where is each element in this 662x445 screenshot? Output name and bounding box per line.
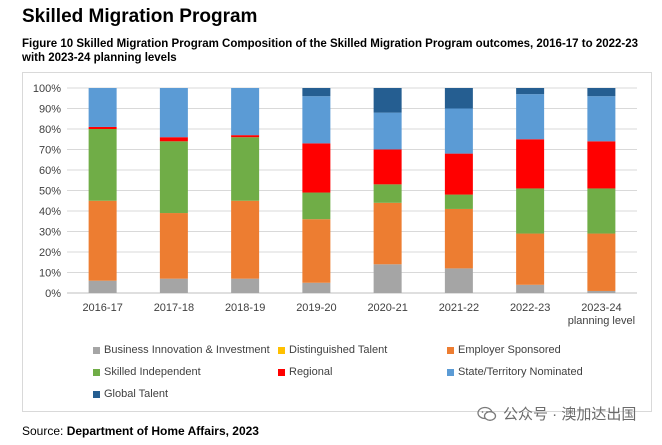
source-line: Source: Department of Home Affairs, 2023 bbox=[22, 424, 259, 438]
bar-segment bbox=[159, 137, 188, 142]
y-tick-label: 60% bbox=[39, 165, 61, 177]
legend-item: Employer Sponsored bbox=[447, 344, 561, 356]
legend-item: Regional bbox=[278, 366, 332, 378]
bar-segment bbox=[231, 137, 260, 201]
bar-segment bbox=[373, 264, 402, 293]
bar-segment bbox=[373, 88, 402, 113]
x-tick-label: 2023-24 bbox=[581, 302, 621, 314]
bar-segment bbox=[587, 188, 616, 234]
bar-segment bbox=[516, 188, 545, 234]
x-tick-label: 2018-19 bbox=[225, 302, 265, 314]
bar-segment bbox=[373, 112, 402, 150]
bar-segment bbox=[302, 96, 331, 144]
legend-label: Regional bbox=[289, 366, 333, 378]
legend-swatch bbox=[93, 390, 100, 398]
bar-segment bbox=[444, 88, 473, 109]
bar-segment bbox=[88, 280, 117, 293]
bar-segment bbox=[231, 278, 260, 293]
bar-segment bbox=[159, 278, 188, 293]
legend-label: Business Innovation & Investment bbox=[104, 344, 270, 356]
bar-segment bbox=[88, 126, 117, 129]
bar-segment bbox=[302, 143, 331, 193]
bar-segment bbox=[516, 284, 545, 293]
bar-segment bbox=[444, 194, 473, 209]
figure-caption: Figure 10 Skilled Migration Program Comp… bbox=[22, 38, 639, 64]
bar-segment bbox=[587, 88, 616, 97]
y-tick-label: 20% bbox=[39, 247, 61, 259]
y-tick-label: 0% bbox=[45, 288, 61, 300]
legend-swatch bbox=[447, 368, 454, 376]
stacked-bar-chart: 0% 10% 20% 30% 40% 50% 60% 70% 80% 90% 100% 2016-17… bbox=[33, 83, 637, 327]
legend-item: State/Territory Nominated bbox=[447, 366, 583, 378]
bar-segment bbox=[302, 282, 331, 293]
x-tick-label: 2019-20 bbox=[296, 302, 336, 314]
bar-segment bbox=[516, 233, 545, 285]
bar-segment bbox=[231, 200, 260, 279]
legend-label: Distinguished Talent bbox=[289, 344, 388, 356]
page-title: Skilled Migration Program bbox=[22, 6, 258, 27]
x-tick-label: 2022-23 bbox=[510, 302, 550, 314]
bar-segment bbox=[302, 219, 331, 283]
legend-swatch bbox=[447, 346, 454, 354]
y-tick-label: 30% bbox=[39, 227, 61, 239]
x-tick-label: 2020-21 bbox=[367, 302, 407, 314]
x-tick-label: 2016-17 bbox=[82, 302, 122, 314]
legend-item: Distinguished Talent bbox=[278, 344, 387, 356]
y-tick-label: 10% bbox=[39, 268, 61, 280]
bar-segment bbox=[373, 184, 402, 203]
bar-segment bbox=[587, 96, 616, 142]
bar-segment bbox=[587, 233, 616, 291]
y-tick-label: 100% bbox=[33, 83, 61, 95]
bar-segment bbox=[516, 139, 545, 189]
bar-segment bbox=[88, 200, 117, 281]
legend-label: Skilled Independent bbox=[104, 366, 201, 378]
bar-segment bbox=[231, 88, 260, 136]
legend-swatch bbox=[278, 368, 285, 376]
bar-segment bbox=[231, 135, 260, 138]
bar-segment bbox=[373, 149, 402, 185]
chart-panel: 0% 10% 20% 30% 40% 50% 60% 70% 80% 90% 100% 2016-17… bbox=[22, 72, 652, 412]
x-tick-label: planning level bbox=[568, 315, 635, 327]
legend-label: Global Talent bbox=[104, 388, 169, 400]
bar-segment bbox=[516, 94, 545, 140]
bar-segment bbox=[302, 192, 331, 220]
bar-segment bbox=[444, 153, 473, 195]
y-tick-label: 40% bbox=[39, 206, 61, 218]
legend-item: Global Talent bbox=[93, 388, 168, 400]
y-tick-label: 50% bbox=[39, 186, 61, 198]
legend-label: State/Territory Nominated bbox=[458, 366, 583, 378]
bar-segment bbox=[444, 268, 473, 293]
x-tick-label: 2021-22 bbox=[439, 302, 479, 314]
y-tick-label: 80% bbox=[39, 124, 61, 136]
bar-segment bbox=[444, 208, 473, 269]
bar-segment bbox=[444, 108, 473, 154]
legend-swatch bbox=[278, 346, 285, 354]
wechat-icon bbox=[477, 406, 497, 421]
bar-segment bbox=[159, 141, 188, 214]
watermark: 公众号 · 澳加达出国 bbox=[477, 403, 636, 424]
legend-swatch bbox=[93, 368, 100, 376]
legend-swatch bbox=[93, 346, 100, 354]
y-tick-label: 70% bbox=[39, 145, 61, 157]
x-tick-label: 2017-18 bbox=[154, 302, 194, 314]
bar-segment bbox=[373, 202, 402, 265]
legend-item: Business Innovation & Investment bbox=[93, 344, 270, 356]
legend-label: Employer Sponsored bbox=[458, 344, 561, 356]
bar-segment bbox=[88, 88, 117, 127]
bar-segment bbox=[587, 290, 616, 293]
y-tick-label: 90% bbox=[39, 104, 61, 116]
bar-segment bbox=[159, 213, 188, 279]
bar-segment bbox=[159, 88, 188, 138]
bar-segment bbox=[302, 88, 331, 97]
bar-segment bbox=[516, 88, 545, 95]
legend-item: Skilled Independent bbox=[93, 366, 201, 378]
bar-segment bbox=[587, 141, 616, 189]
bar-segment bbox=[88, 129, 117, 201]
